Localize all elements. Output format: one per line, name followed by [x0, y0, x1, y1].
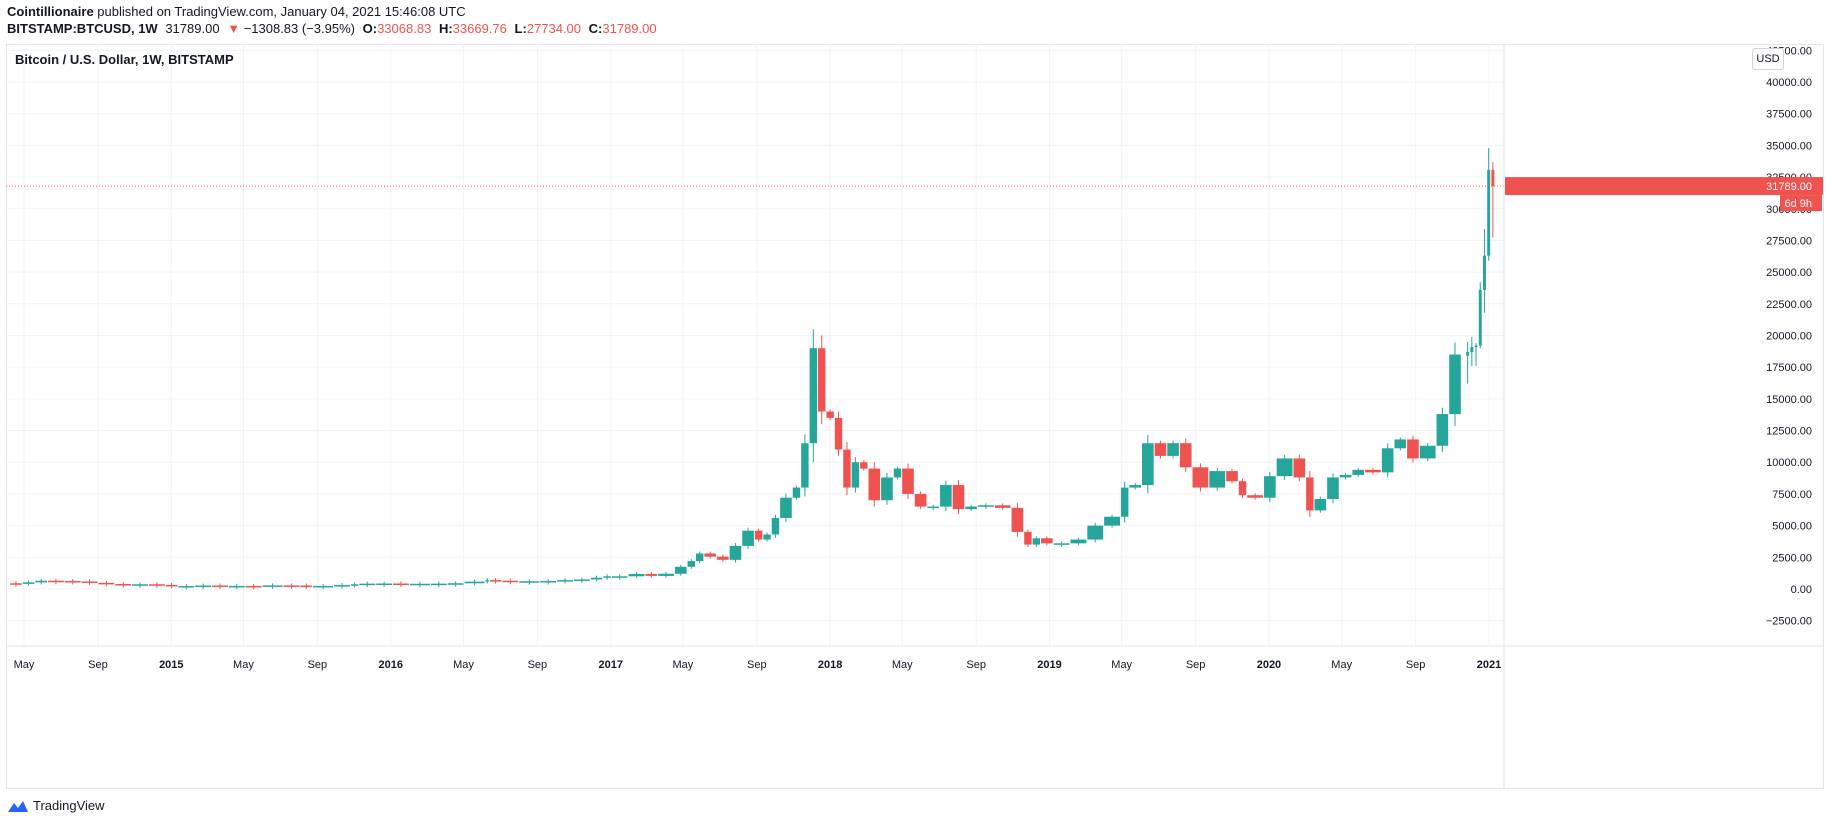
y-tick-label: 22500.00: [1766, 299, 1812, 311]
candle: [1491, 169, 1495, 187]
low-label: L:: [514, 21, 527, 36]
y-tick-label: −2500.00: [1766, 616, 1812, 628]
candle: [1470, 346, 1474, 352]
y-tick-label: 12500.00: [1766, 426, 1812, 438]
x-tick-label: May: [1111, 659, 1132, 671]
tradingview-footer[interactable]: TradingView: [7, 798, 105, 813]
close-value: 31789.00: [602, 21, 657, 36]
y-tick-label: 35000.00: [1766, 140, 1812, 152]
last-price-label: 31789.00: [1766, 181, 1812, 193]
y-tick-label: 10000.00: [1766, 457, 1812, 469]
x-tick-label: Sep: [1186, 659, 1206, 671]
last-price-tag: [1505, 177, 1823, 196]
x-tick-label: 2021: [1477, 659, 1501, 671]
x-tick-label: May: [892, 659, 913, 671]
y-tick-label: 25000.00: [1766, 267, 1812, 279]
symbol-line: BITSTAMP:BTCUSD, 1W 31789.00 ▼ −1308.83 …: [7, 21, 657, 37]
y-tick-label: 15000.00: [1766, 394, 1812, 406]
last-price-value: 31789.00: [165, 21, 220, 36]
x-tick-label: May: [1331, 659, 1352, 671]
candle: [1478, 289, 1482, 346]
y-tick-label: 40000.00: [1766, 77, 1812, 89]
chart-frame: [6, 44, 1824, 789]
low-value: 27734.00: [526, 21, 582, 36]
x-tick-label: 2015: [159, 659, 183, 671]
x-tick-label: May: [672, 659, 693, 671]
open-label: O:: [362, 21, 378, 36]
y-tick-label: 7500.00: [1772, 489, 1812, 501]
high-value: 33669.76: [452, 21, 507, 36]
symbol-label: BITSTAMP:BTCUSD, 1W: [7, 21, 158, 36]
x-tick-label: 2017: [598, 659, 622, 671]
x-tick-label: Sep: [966, 659, 986, 671]
x-tick-label: 2019: [1037, 659, 1061, 671]
x-tick-label: Sep: [528, 659, 548, 671]
y-tick-label: 27500.00: [1766, 235, 1812, 247]
close-label: C:: [588, 21, 603, 36]
tradingview-brand: TradingView: [33, 798, 105, 813]
y-tick-label: 37500.00: [1766, 109, 1812, 121]
x-tick-label: Sep: [1406, 659, 1426, 671]
published-line: Cointillionaire published on TradingView…: [7, 4, 466, 20]
axis-layer: −2500.00 0.00 2500.00 5000.00 7500.00 10000.0…: [6, 44, 1824, 789]
x-tick-label: May: [453, 659, 474, 671]
x-tick-label: Sep: [747, 659, 767, 671]
y-tick-label: 5000.00: [1772, 521, 1812, 533]
x-tick-label: 2020: [1257, 659, 1281, 671]
chart-title: Bitcoin / U.S. Dollar, 1W, BITSTAMP: [15, 52, 234, 67]
candle: [1482, 255, 1486, 290]
x-tick-label: Sep: [308, 659, 328, 671]
grid-layer: [6, 44, 1504, 646]
currency-badge[interactable]: USD: [1752, 48, 1784, 70]
x-tick-label: May: [233, 659, 254, 671]
y-tick-label: 0.00: [1791, 584, 1812, 596]
y-tick-label: 17500.00: [1766, 362, 1812, 374]
countdown-label: 6d 9h: [1784, 198, 1812, 210]
open-value: 33068.83: [377, 21, 432, 36]
published-text: published on TradingView.com, January 04…: [97, 4, 466, 19]
y-tick-label: 2500.00: [1772, 552, 1812, 564]
candle: [1474, 345, 1478, 348]
tradingview-logo-icon: [8, 800, 28, 812]
change-value: −1308.83 (−3.95%): [243, 21, 355, 36]
down-arrow-icon: ▼: [227, 21, 241, 36]
x-tick-label: 2018: [818, 659, 842, 671]
countdown-tag: [1780, 195, 1822, 212]
x-tick-label: Sep: [88, 659, 108, 671]
y-tick-label: 20000.00: [1766, 330, 1812, 342]
price-chart[interactable]: −2500.00 0.00 2500.00 5000.00 7500.00 10000.0…: [6, 44, 1824, 789]
series-layer: [6, 147, 1504, 590]
candle: [1466, 351, 1470, 356]
x-tick-label: 2016: [378, 659, 402, 671]
x-tick-label: May: [14, 659, 35, 671]
high-label: H:: [438, 21, 453, 36]
publisher-name[interactable]: Cointillionaire: [7, 4, 94, 19]
candle: [1487, 169, 1491, 256]
